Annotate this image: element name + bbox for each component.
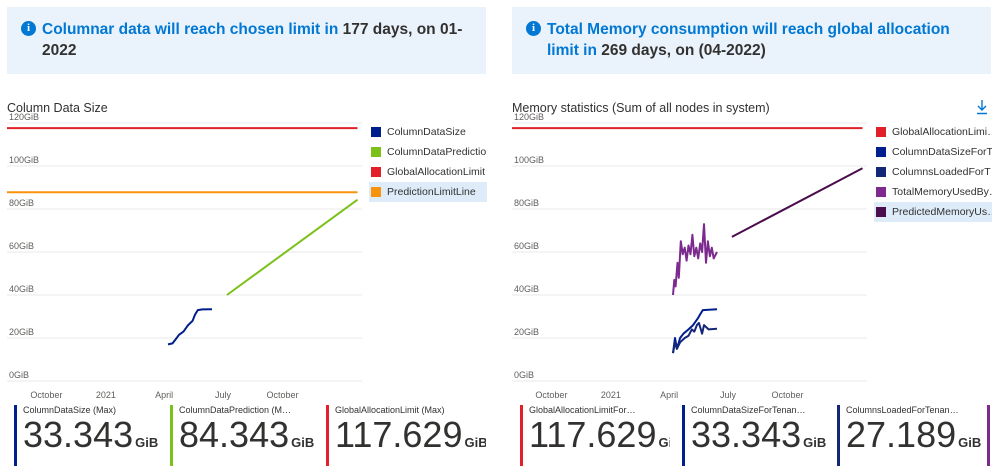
- legend-swatch: [371, 167, 381, 177]
- metric-tile[interactable]: ColumnsLoadedForTenan… 27.189 GiB: [837, 405, 982, 466]
- memory-statistics-chart: 120GiB100GiB80GiB60GiB40GiB20GiB0GiBOcto…: [512, 112, 867, 400]
- legend-item[interactable]: ColumnDataSize: [369, 122, 487, 142]
- y-tick-label: 120GiB: [9, 112, 39, 122]
- banner-message: Columnar data will reach chosen limit in…: [42, 19, 472, 61]
- series-line[interactable]: [672, 223, 718, 296]
- metric-unit: GiB: [464, 435, 486, 450]
- legend-label: PredictionLimitLine: [387, 186, 476, 198]
- series-line[interactable]: [731, 167, 863, 238]
- y-tick-label: 20GiB: [9, 327, 34, 337]
- metric-tile[interactable]: GlobalAllocationLimit (Max) 117.629 GiB: [326, 405, 486, 466]
- legend-swatch: [371, 147, 381, 157]
- forecast-banner-columnar: i Columnar data will reach chosen limit …: [7, 7, 486, 74]
- legend-label: ColumnDataSizeForT…: [892, 146, 992, 158]
- metric-value: 84.343: [179, 414, 290, 455]
- y-tick-label: 60GiB: [514, 241, 539, 251]
- metric-label: ColumnDataSize (Max): [23, 405, 117, 415]
- banner-highlight: Total Memory consumption will reach glob…: [547, 21, 950, 59]
- metric-tile[interactable]: [987, 405, 999, 466]
- metric-label: ColumnDataSizeForTenan…: [691, 405, 806, 415]
- series-line[interactable]: [167, 308, 213, 346]
- legend-item[interactable]: PredictedMemoryUs…: [874, 202, 992, 222]
- x-tick-label: 2021: [96, 390, 116, 400]
- metric-tile[interactable]: ColumnDataSize (Max) 33.343 GiB: [14, 405, 164, 466]
- legend-swatch: [371, 187, 381, 197]
- legend-item[interactable]: ColumnDataSizeForT…: [874, 142, 992, 162]
- forecast-banner-memory: i Total Memory consumption will reach gl…: [512, 7, 991, 74]
- x-tick-label: October: [771, 390, 803, 400]
- series-line[interactable]: [226, 198, 359, 296]
- y-tick-label: 40GiB: [9, 284, 34, 294]
- metric-value: 33.343: [691, 414, 802, 455]
- metric-label: GlobalAllocationLimit (Max): [335, 405, 445, 415]
- metric-unit: GiB: [803, 435, 827, 450]
- chart-legend: ColumnDataSize ColumnDataPrediction Global…: [369, 122, 487, 202]
- x-tick-label: April: [660, 390, 678, 400]
- legend-label: ColumnDataSize: [387, 126, 466, 138]
- y-tick-label: 60GiB: [9, 241, 34, 251]
- metric-label: ColumnsLoadedForTenan…: [846, 405, 959, 415]
- legend-label: PredictedMemoryUs…: [892, 206, 992, 218]
- legend-label: GlobalAllocationLimit: [387, 166, 486, 178]
- legend-item[interactable]: GlobalAllocationLimit: [369, 162, 487, 182]
- metric-value: 33.343: [23, 414, 134, 455]
- x-tick-label: October: [535, 390, 567, 400]
- metric-label: ColumnDataPrediction (M…: [179, 405, 292, 415]
- legend-item[interactable]: PredictionLimitLine: [369, 182, 487, 202]
- x-tick-label: 2021: [601, 390, 621, 400]
- legend-item[interactable]: ColumnsLoadedForT…: [874, 162, 992, 182]
- metric-unit: GiB: [135, 435, 159, 450]
- column-data-size-chart: 120GiB100GiB80GiB60GiB40GiB20GiB0GiBOcto…: [7, 112, 362, 400]
- metric-value: 117.629: [335, 414, 463, 455]
- info-icon: i: [526, 21, 541, 36]
- legend-label: GlobalAllocationLimi…: [892, 126, 992, 138]
- metric-unit: GiB: [958, 435, 982, 450]
- legend-item[interactable]: TotalMemoryUsedBy…: [874, 182, 992, 202]
- chart-title: Memory statistics (Sum of all nodes in s…: [512, 101, 770, 115]
- legend-swatch: [876, 147, 886, 157]
- series-line[interactable]: [672, 321, 718, 354]
- legend-swatch: [876, 127, 886, 137]
- x-tick-label: October: [266, 390, 298, 400]
- y-tick-label: 0GiB: [9, 370, 29, 380]
- download-icon[interactable]: [975, 99, 989, 115]
- legend-item[interactable]: ColumnDataPrediction: [369, 142, 487, 162]
- chart-legend: GlobalAllocationLimi… ColumnDataSizeForT……: [874, 122, 992, 222]
- legend-label: ColumnDataPrediction: [387, 146, 487, 158]
- y-tick-label: 0GiB: [514, 370, 534, 380]
- y-tick-label: 80GiB: [9, 198, 34, 208]
- banner-detail: 269 days, on (04-2022): [596, 42, 766, 59]
- x-tick-label: July: [720, 390, 737, 400]
- legend-swatch: [371, 127, 381, 137]
- y-tick-label: 120GiB: [514, 112, 544, 122]
- metric-tile[interactable]: ColumnDataPrediction (M… 84.343 GiB: [170, 405, 320, 466]
- banner-message: Total Memory consumption will reach glob…: [547, 19, 977, 61]
- x-tick-label: July: [215, 390, 232, 400]
- y-tick-label: 40GiB: [514, 284, 539, 294]
- legend-label: TotalMemoryUsedBy…: [892, 186, 992, 198]
- y-tick-label: 80GiB: [514, 198, 539, 208]
- legend-swatch: [876, 167, 886, 177]
- banner-detail: 177 days, on 01-2022: [42, 21, 463, 59]
- y-tick-label: 100GiB: [9, 155, 39, 165]
- metric-unit: GiB: [291, 435, 315, 450]
- metric-label: GlobalAllocationLimitFor…: [529, 405, 636, 415]
- y-tick-label: 20GiB: [514, 327, 539, 337]
- legend-label: ColumnsLoadedForT…: [892, 166, 992, 178]
- metric-value: 27.189: [846, 414, 957, 455]
- metric-tile[interactable]: ColumnDataSizeForTenan… 33.343 GiB: [682, 405, 832, 466]
- x-tick-label: April: [155, 390, 173, 400]
- info-icon: i: [21, 21, 36, 36]
- legend-swatch: [876, 207, 886, 217]
- x-tick-label: October: [30, 390, 62, 400]
- chart-title: Column Data Size: [7, 101, 108, 115]
- legend-swatch: [876, 187, 886, 197]
- banner-highlight: Columnar data will reach chosen limit in: [42, 21, 339, 38]
- legend-item[interactable]: GlobalAllocationLimi…: [874, 122, 992, 142]
- metric-unit: GiB: [658, 435, 670, 450]
- y-tick-label: 100GiB: [514, 155, 544, 165]
- metric-value: 117.629: [529, 414, 657, 455]
